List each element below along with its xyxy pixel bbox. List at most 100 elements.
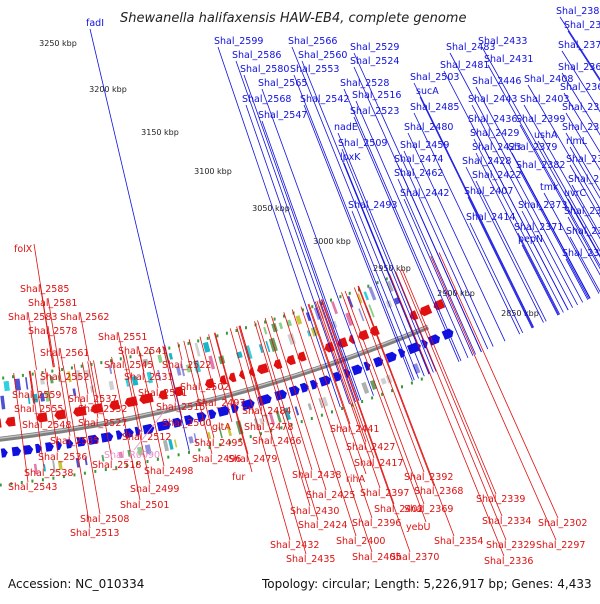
reverse-gene-label: fur — [232, 472, 245, 483]
tick-mark — [187, 341, 190, 345]
reverse-gene-label: Shal_2297 — [536, 540, 585, 551]
forward-gene-label: Shal_2462 — [394, 168, 443, 179]
reverse-gene-label: Shal_2495 — [194, 438, 243, 449]
map-title: Shewanella halifaxensis HAW-EB4, complet… — [120, 11, 466, 26]
forward-gene-label: lpxK — [340, 152, 361, 163]
reverse-gene-label: Shal_2497 — [196, 398, 245, 409]
reverse-gene-label: Shal_2535 — [50, 436, 99, 447]
tick-mark — [420, 377, 423, 381]
forward-gene-arrow — [363, 361, 371, 371]
forward-gene-arrow — [87, 434, 99, 445]
forward-leader-line — [569, 164, 600, 218]
reverse-gene-label: Shal_2496 — [192, 454, 241, 465]
forward-gene-label: ushA — [534, 130, 558, 141]
forward-gene-arrow — [196, 411, 207, 423]
reverse-leader-line — [29, 370, 45, 469]
forward-leader-line — [397, 178, 476, 355]
tick-mark — [125, 464, 128, 468]
reverse-gene-label: Shal_2545 — [104, 360, 153, 371]
feature-block — [259, 418, 264, 425]
forward-leader-line — [413, 112, 521, 335]
summary-text: Topology: circular; Length: 5,226,917 bp… — [261, 577, 592, 591]
reverse-gene-label: Shal_2541 — [118, 346, 167, 357]
forward-gene-arrow — [76, 436, 87, 447]
feature-block — [57, 375, 61, 382]
feature-block — [83, 369, 91, 378]
tick-mark — [280, 426, 283, 430]
feature-block — [3, 380, 10, 392]
reverse-gene-arrow — [297, 351, 307, 362]
reverse-leader-line — [208, 334, 233, 423]
reverse-leader-line — [399, 269, 503, 517]
reverse-gene-label: Shal_2531 — [124, 372, 173, 383]
forward-leader-line — [537, 140, 600, 252]
forward-leader-line — [261, 120, 362, 401]
feature-block — [162, 439, 169, 452]
forward-gene-label: Shal_2373 — [518, 200, 567, 211]
reverse-leader-line — [138, 351, 165, 467]
feature-block — [131, 375, 139, 386]
feature-block — [278, 322, 284, 330]
reverse-gene-label: Shal_2532 — [78, 404, 127, 415]
reverse-gene-label: Shal_2562 — [60, 312, 109, 323]
feature-block — [67, 371, 72, 383]
tick-mark — [239, 437, 242, 441]
tick-mark — [216, 334, 219, 338]
feature-block — [295, 315, 303, 325]
reverse-leader-line — [353, 287, 425, 473]
tick-mark — [331, 410, 333, 414]
reverse-gene-label: Shal_2583 — [8, 312, 57, 323]
reverse-leader-line — [239, 325, 307, 555]
reverse-leader-line — [300, 306, 373, 519]
tick-mark — [260, 432, 262, 436]
forward-leader-line — [471, 124, 569, 311]
tick-mark — [90, 363, 93, 366]
forward-leader-line — [543, 192, 600, 294]
feature-block — [386, 280, 394, 293]
forward-leader-line — [397, 164, 482, 353]
feature-block — [174, 439, 178, 448]
forward-leader-line — [569, 236, 600, 293]
backbone-arc — [0, 324, 429, 442]
tick-mark — [70, 366, 73, 370]
reverse-gene-label: Shal_2559 — [12, 390, 61, 401]
tick-mark — [73, 473, 76, 477]
forward-leader-line — [561, 50, 600, 113]
forward-gene-arrow — [309, 379, 318, 390]
reverse-leader-line — [177, 342, 183, 361]
forward-strand-genes — [0, 328, 454, 458]
forward-leader-line — [407, 132, 506, 342]
reverse-gene-label: Shal_2548 — [22, 420, 71, 431]
forward-gene-arrow — [142, 423, 155, 435]
reverse-gene-label: Shal_2432 — [270, 540, 319, 551]
reverse-gene-label: Shal_2515 — [156, 402, 205, 413]
forward-gene-label: Shal_2414 — [466, 212, 515, 223]
reverse-gene-label: Shal_2543 — [8, 482, 57, 493]
tick-mark — [12, 375, 14, 379]
reverse-gene-label: Shal_2425 — [306, 490, 355, 501]
tick-mark — [31, 372, 34, 376]
kbp-tick-label: 2950 kbp — [373, 264, 411, 273]
feature-block — [39, 392, 45, 402]
feature-block — [368, 286, 377, 301]
feature-block — [265, 340, 271, 353]
tick-mark — [136, 462, 139, 466]
tick-mark — [367, 284, 370, 288]
reverse-gene-label: Shal_2427 — [346, 442, 395, 453]
feature-block — [75, 457, 80, 468]
tick-mark — [245, 326, 247, 330]
feature-block — [188, 436, 194, 444]
forward-leader-line — [563, 92, 600, 154]
reverse-gene-label: Shal_2466 — [252, 436, 301, 447]
tick-mark — [264, 320, 267, 324]
reverse-leader-line — [236, 326, 265, 423]
backbone-highlight — [0, 325, 428, 439]
forward-gene-label: Shal_2553 — [290, 64, 339, 75]
reverse-gene-label: Shal_2370 — [390, 552, 439, 563]
reverse-gene-label: Shal_2500 — [162, 418, 211, 429]
reverse-leader-line — [122, 354, 125, 361]
tick-mark — [31, 479, 34, 483]
tick-mark — [146, 460, 149, 463]
feature-block — [175, 365, 182, 376]
reverse-gene-arrow — [90, 403, 103, 414]
